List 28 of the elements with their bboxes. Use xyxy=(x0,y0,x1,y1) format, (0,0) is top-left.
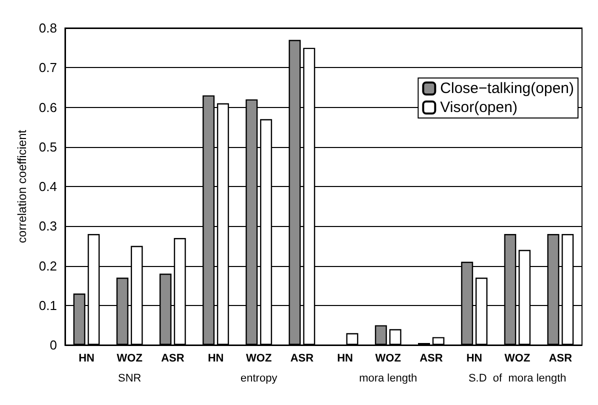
x-tick-label: HN xyxy=(466,352,482,364)
x-tick-label: ASR xyxy=(290,352,314,364)
y-tick-label: 0.4 xyxy=(38,179,57,194)
legend-label: Visor(open) xyxy=(440,99,518,116)
text: entropy xyxy=(240,372,278,384)
x-tick-label: HN xyxy=(78,352,95,364)
y-tick-label: 0.6 xyxy=(38,100,57,115)
x-tick-label: ASR xyxy=(548,352,572,364)
text: S.D of mora length xyxy=(468,372,566,384)
y-tick-label: 0.1 xyxy=(38,298,57,313)
y-tick-label: 0 xyxy=(50,338,57,352)
y-axis-title: correlation coefficient xyxy=(15,129,29,244)
x-tick-label: WOZ xyxy=(504,352,530,364)
x-tick-label: HN xyxy=(337,352,354,364)
x-tick-label: ASR xyxy=(420,352,443,364)
x-tick-label: WOZ xyxy=(375,352,402,364)
y-tick-label: 0.5 xyxy=(38,139,57,154)
text: SNR xyxy=(118,372,142,384)
x-tick-label: ASR xyxy=(161,352,184,364)
x-tick-label: HN xyxy=(208,352,224,364)
text: mora length xyxy=(359,372,418,384)
x-tick-label: WOZ xyxy=(116,352,143,364)
legend-label: Close−talking(open) xyxy=(440,80,574,97)
y-tick-label: 0.8 xyxy=(38,20,57,36)
y-tick-label: 0.7 xyxy=(38,60,57,76)
y-tick-label: 0.2 xyxy=(38,258,57,274)
x-tick-label: WOZ xyxy=(246,352,272,364)
y-tick-label: 0.3 xyxy=(38,218,57,234)
